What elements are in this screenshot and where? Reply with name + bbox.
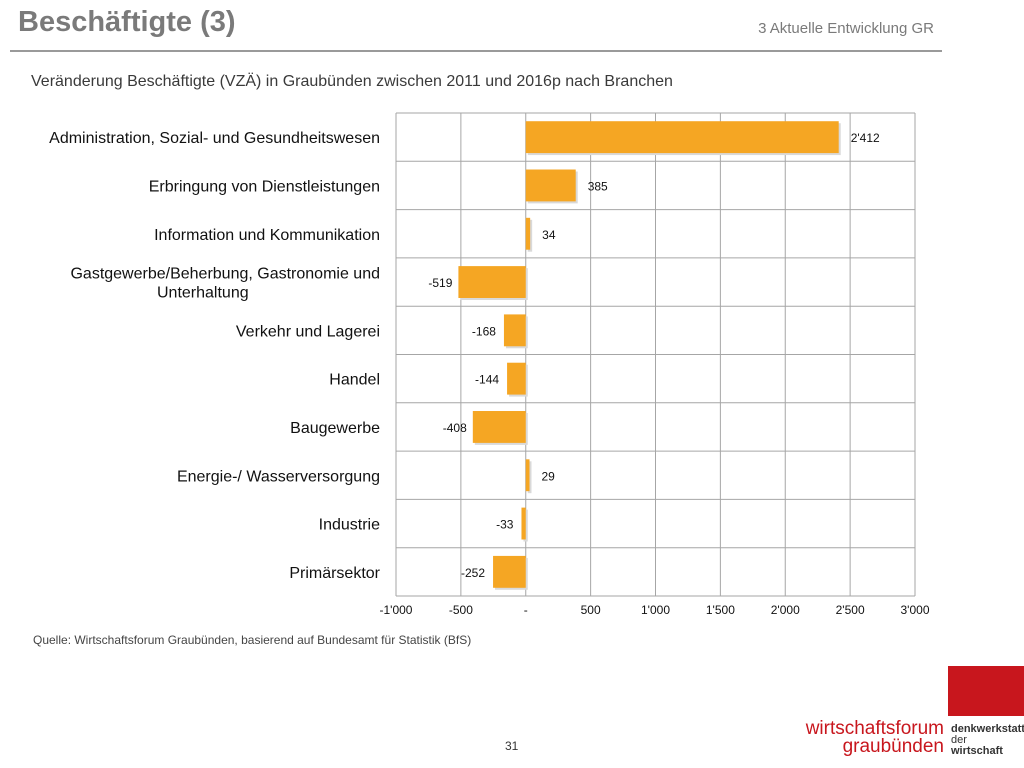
data-label: -519 (428, 276, 452, 290)
logo-secondary-line-1: denkwerkstatt (951, 723, 1024, 735)
category-label: Unterhaltung (157, 285, 249, 302)
data-label: 34 (542, 228, 556, 242)
wirtschaftsforum-logo: wirtschaftsforum graubünden (800, 718, 944, 757)
category-label: Primärsektor (289, 565, 380, 582)
logo-secondary-line-3: wirtschaft (951, 745, 1003, 757)
x-tick-label: - (524, 603, 528, 617)
x-tick-label: 2'000 (771, 603, 800, 617)
brand-logo-block (948, 666, 1024, 716)
bar (458, 266, 526, 298)
chart-title: Veränderung Beschäftigte (VZÄ) in Graubü… (31, 73, 673, 90)
bar (503, 314, 526, 347)
x-tick-label: 1'000 (641, 603, 670, 617)
category-label: Administration, Sozial- und Gesundheitsw… (49, 130, 380, 147)
bar (507, 362, 526, 395)
x-tick-label: 1'500 (706, 603, 735, 617)
category-label: Verkehr und Lagerei (236, 323, 380, 340)
bar (525, 217, 531, 250)
bar (525, 121, 839, 154)
slide-title: Beschäftigte (3) (18, 6, 236, 38)
title-divider (10, 50, 942, 52)
data-label: -408 (443, 421, 467, 435)
bar-chart: -1'000 -500-500 1'000 1'500 2'000 2'500 3'000A… (49, 112, 930, 617)
x-tick-label: 2'500 (836, 603, 865, 617)
data-label: 29 (542, 469, 556, 483)
bar (521, 507, 526, 540)
category-label: Energie-/ Wasserversorgung (177, 468, 380, 485)
category-label: Information und Kommunikation (154, 227, 380, 244)
bar (493, 555, 526, 588)
bar (525, 459, 530, 492)
data-label: -144 (475, 373, 499, 387)
x-tick-label: -500 (449, 603, 473, 617)
denkwerkstatt-logo: denkwerkstatt der wirtschaft (951, 724, 1024, 757)
category-label: Erbringung von Dienstleistungen (149, 178, 380, 195)
bar-shadow (527, 461, 532, 494)
bar (472, 411, 526, 443)
x-tick-label: -1'000 (380, 603, 413, 617)
data-label: -252 (461, 566, 485, 580)
category-label: Industrie (319, 517, 380, 534)
page-number: 31 (505, 739, 519, 753)
category-label: Baugewerbe (290, 420, 380, 437)
logo-line-1: wirtschaftsforum (805, 718, 944, 739)
bar (525, 169, 576, 202)
x-tick-label: 3'000 (901, 603, 930, 617)
data-label: 2'412 (851, 131, 880, 145)
category-label: Handel (329, 372, 380, 389)
data-label: -168 (472, 324, 496, 338)
category-label: Gastgewerbe/Beherbung, Gastronomie und (70, 266, 380, 283)
logo-line-2: graubünden (842, 736, 944, 757)
logo-secondary-line-2: der (951, 734, 967, 746)
data-label: 385 (588, 179, 608, 193)
data-label: -33 (496, 518, 514, 532)
source-note: Quelle: Wirtschaftsforum Graubünden, bas… (33, 633, 472, 647)
section-label: 3 Aktuelle Entwicklung GR (758, 20, 934, 37)
x-tick-label: 500 (581, 603, 601, 617)
